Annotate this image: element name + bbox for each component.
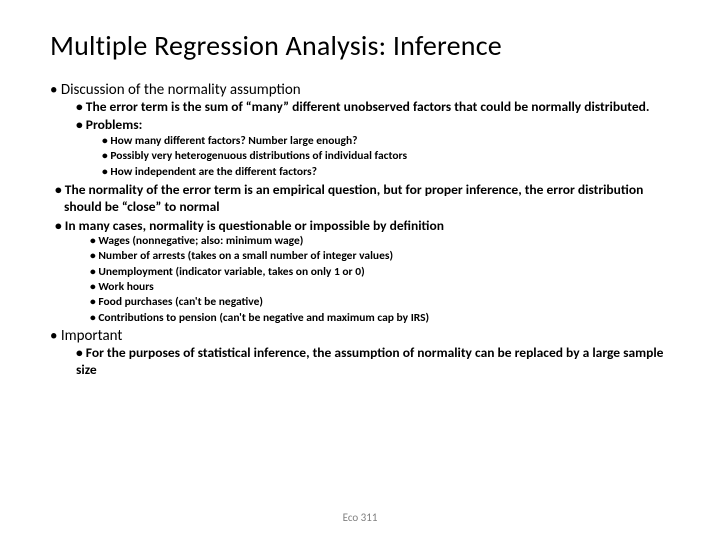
bullet-text: Discussion of the normality assumption [61, 81, 301, 99]
bullet-l1: Discussion of the normality assumption T… [50, 81, 680, 179]
bullet-text: How many different factors? Number large… [110, 134, 357, 148]
bullet-l1: The normality of the error term is an em… [50, 181, 680, 215]
bullet-l2: Problems: How many different factors? Nu… [76, 117, 680, 179]
bullet-l3: Work hours [90, 280, 680, 294]
slide-footer: Eco 311 [0, 511, 720, 524]
bullet-text: How independent are the different factor… [110, 165, 317, 179]
bullet-text: Work hours [98, 280, 153, 294]
bullet-l2: For the purposes of statistical inferenc… [76, 345, 680, 379]
bullet-text: Important [61, 327, 123, 345]
bullet-l1: In many cases, normality is questionable… [50, 217, 680, 325]
bullet-text: Food purchases (can't be negative) [98, 295, 263, 309]
bullet-text: For the purposes of statistical inferenc… [76, 344, 663, 378]
slide-title: Multiple Regression Analysis: Inference [50, 28, 680, 63]
bullet-l3: How independent are the different factor… [102, 165, 680, 179]
bullet-l3: Number of arrests (takes on a small numb… [90, 249, 680, 263]
bullet-text: Number of arrests (takes on a small numb… [98, 249, 393, 263]
bullet-l2: The error term is the sum of “many” diff… [76, 99, 680, 116]
bullet-text: The error term is the sum of “many” diff… [86, 98, 650, 115]
bullet-l3: Food purchases (can't be negative) [90, 295, 680, 309]
bullet-l3: Wages (nonnegative; also: minimum wage) [90, 234, 680, 248]
bullet-l3: Unemployment (indicator variable, takes … [90, 265, 680, 279]
bullet-text: Unemployment (indicator variable, takes … [98, 265, 364, 279]
bullet-text: Possibly very heterogenuous distribution… [110, 149, 407, 163]
bullet-text: The normality of the error term is an em… [64, 181, 643, 215]
bullet-text: Problems: [86, 116, 143, 133]
bullet-l3: Possibly very heterogenuous distribution… [102, 149, 680, 163]
bullet-l3: How many different factors? Number large… [102, 134, 680, 148]
bullet-list: Discussion of the normality assumption T… [50, 81, 680, 379]
bullet-text: In many cases, normality is questionable… [65, 217, 444, 234]
bullet-l1: Important For the purposes of statistica… [50, 327, 680, 379]
bullet-text: Contributions to pension (can't be negat… [98, 311, 429, 325]
bullet-text: Wages (nonnegative; also: minimum wage) [98, 234, 303, 248]
bullet-l3: Contributions to pension (can't be negat… [90, 311, 680, 325]
